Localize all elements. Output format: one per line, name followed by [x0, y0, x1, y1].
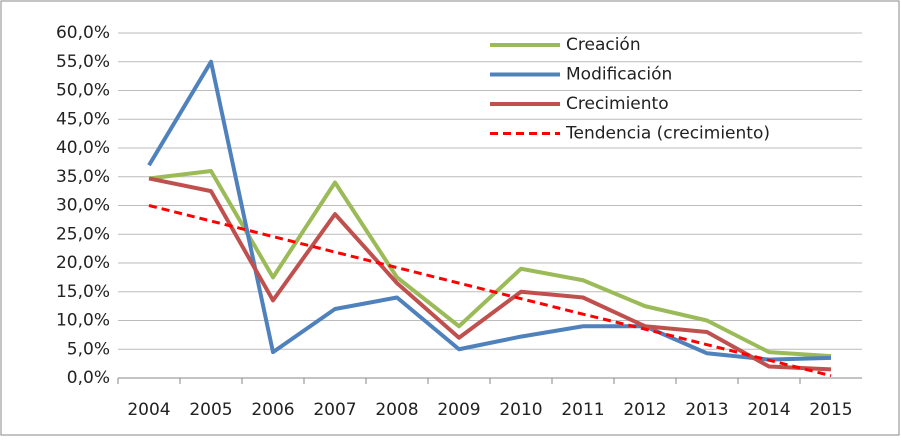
y-tick-label: 15,0% — [56, 282, 110, 302]
x-tick-label: 2005 — [189, 400, 232, 420]
x-tick-label: 2006 — [251, 400, 294, 420]
y-tick-label: 25,0% — [56, 224, 110, 244]
y-tick-label: 5,0% — [67, 339, 110, 359]
x-tick-label: 2013 — [685, 400, 728, 420]
y-tick-label: 55,0% — [56, 52, 110, 72]
series-line — [147, 59, 832, 362]
x-tick-label: 2007 — [313, 400, 356, 420]
y-tick-label: 45,0% — [56, 109, 110, 129]
series-line — [148, 176, 832, 372]
series-line — [148, 169, 832, 359]
x-tick-label: 2010 — [499, 400, 542, 420]
y-tick-label: 35,0% — [56, 167, 110, 187]
y-tick-label: 20,0% — [56, 253, 110, 273]
x-tick-label: 2004 — [127, 400, 170, 420]
x-tick-label: 2008 — [375, 400, 418, 420]
y-tick-label: 30,0% — [56, 196, 110, 216]
y-tick-label: 0,0% — [67, 368, 110, 388]
y-tick-label: 40,0% — [56, 138, 110, 158]
series-line — [148, 204, 832, 378]
x-tick-label: 2009 — [437, 400, 480, 420]
legend-label: Crecimiento — [566, 94, 669, 114]
y-tick-label: 50,0% — [56, 81, 110, 101]
legend-label: Modificación — [566, 65, 672, 85]
x-tick-label: 2014 — [747, 400, 790, 420]
y-tick-label: 10,0% — [56, 311, 110, 331]
x-tick-label: 2012 — [623, 400, 666, 420]
x-tick-label: 2011 — [561, 400, 604, 420]
x-tick-label: 2015 — [809, 400, 852, 420]
legend-label: Creación — [566, 35, 641, 55]
legend-label: Tendencia (crecimiento) — [565, 124, 770, 144]
y-tick-label: 60,0% — [56, 23, 110, 43]
